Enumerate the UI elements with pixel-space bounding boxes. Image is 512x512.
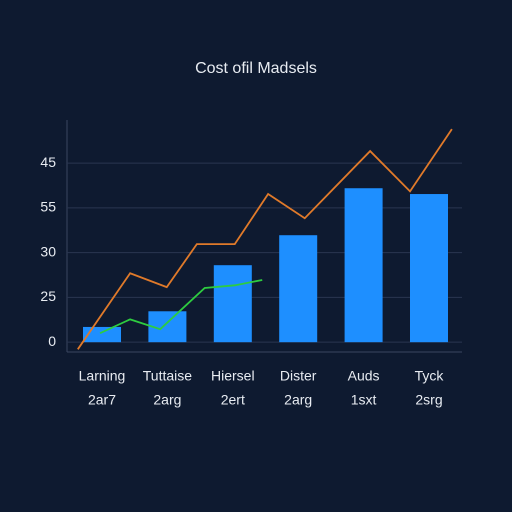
y-tick-label: 55 bbox=[40, 199, 56, 215]
bar bbox=[279, 235, 318, 343]
y-tick-label: 0 bbox=[48, 333, 56, 349]
x-tick-sublabel: 2arg bbox=[284, 392, 312, 408]
y-tick-label: 30 bbox=[40, 243, 56, 259]
x-tick-label: Tyck bbox=[415, 368, 445, 384]
bar bbox=[83, 326, 121, 343]
line-series bbox=[99, 279, 263, 335]
y-tick-label: 45 bbox=[40, 154, 56, 170]
x-tick-sublabel: 2ar7 bbox=[88, 392, 116, 408]
x-tick-label: Larning bbox=[79, 368, 126, 384]
x-tick-sublabel: 2srg bbox=[415, 392, 442, 408]
line-series bbox=[77, 128, 453, 350]
x-tick-sublabel: 2arg bbox=[153, 392, 181, 408]
x-tick-sublabel: 1sxt bbox=[351, 392, 377, 408]
x-tick-label: Dister bbox=[280, 368, 317, 384]
x-tick-label: Tuttaise bbox=[143, 368, 192, 384]
x-tick-label: Hiersel bbox=[211, 368, 255, 384]
chart-title: Cost ofil Madsels bbox=[195, 60, 317, 77]
y-tick-label: 25 bbox=[40, 288, 56, 304]
bar bbox=[410, 194, 448, 343]
x-tick-label: Auds bbox=[348, 368, 380, 384]
bar bbox=[213, 265, 252, 343]
bar bbox=[344, 188, 383, 343]
x-tick-sublabel: 2ert bbox=[221, 392, 245, 408]
